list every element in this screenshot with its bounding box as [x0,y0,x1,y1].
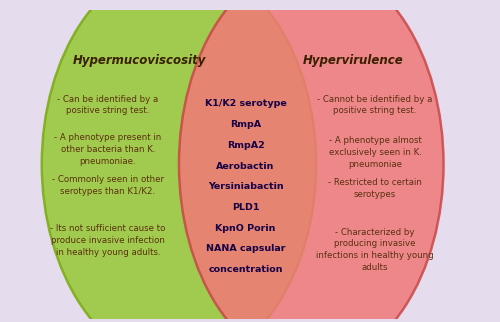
Text: - Characterized by
producing invasive
infections in healthy young
adults: - Characterized by producing invasive in… [316,228,434,272]
Text: Aerobactin: Aerobactin [216,162,275,171]
Ellipse shape [179,0,444,322]
Text: NANA capsular: NANA capsular [206,244,286,253]
Text: - A phenotype almost
exclusively seen in K.
pneumoniae: - A phenotype almost exclusively seen in… [328,137,422,169]
Text: Yersiniabactin: Yersiniabactin [208,182,284,191]
Text: - Restricted to certain
serotypes: - Restricted to certain serotypes [328,178,422,199]
Text: KpnO Porin: KpnO Porin [216,224,276,233]
Ellipse shape [42,0,316,322]
Text: PLD1: PLD1 [232,203,260,212]
Text: - Can be identified by a
positive string test.: - Can be identified by a positive string… [58,95,158,116]
Text: Hypermucoviscosity: Hypermucoviscosity [73,54,206,67]
Text: Hypervirulence: Hypervirulence [302,54,404,67]
Text: RmpA2: RmpA2 [226,141,264,150]
Text: - Commonly seen in other
serotypes than K1/K2.: - Commonly seen in other serotypes than … [52,175,164,196]
Text: - Cannot be identified by a
positive string test.: - Cannot be identified by a positive str… [318,95,432,116]
Text: - A phenotype present in
other bacteria than K.
pneumoniae.: - A phenotype present in other bacteria … [54,133,162,166]
Text: - Its not sufficient cause to
produce invasive infection
in healthy young adults: - Its not sufficient cause to produce in… [50,224,166,257]
Text: RmpA: RmpA [230,120,261,129]
Text: concentration: concentration [208,265,283,274]
Text: K1/K2 serotype: K1/K2 serotype [204,99,286,109]
